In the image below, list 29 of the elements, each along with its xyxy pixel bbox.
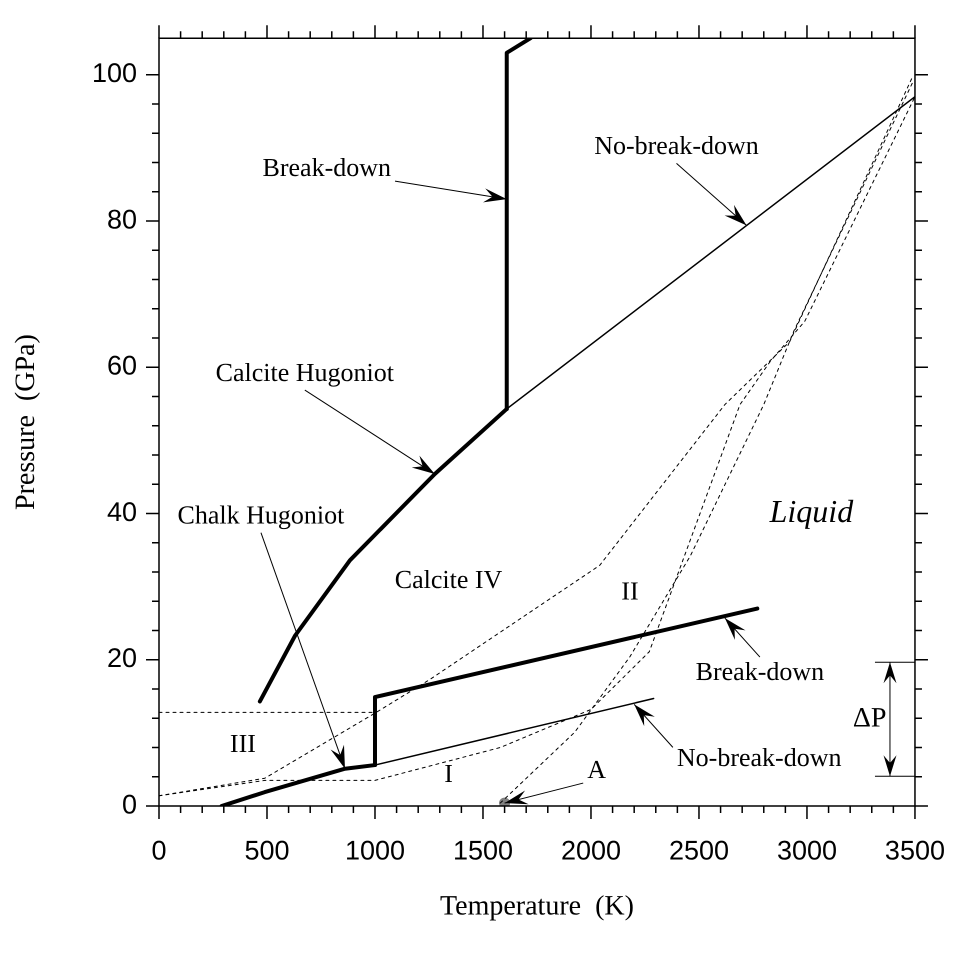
annotation: Chalk Hugoniot xyxy=(178,500,346,530)
annotation: II xyxy=(621,576,639,606)
y-tick-label: 80 xyxy=(106,204,137,234)
annotation: Calcite IV xyxy=(394,564,503,594)
annotation: No-break-down xyxy=(676,743,842,772)
x-tick-label: 3000 xyxy=(776,836,838,866)
x-tick-label: 0 xyxy=(151,836,167,866)
y-tick-label: 60 xyxy=(106,350,137,381)
annotation: III xyxy=(230,729,256,758)
annotation: Calcite Hugoniot xyxy=(216,358,395,387)
annotation: ΔP xyxy=(852,702,886,734)
x-axis-title: Temperature (K) xyxy=(440,890,634,922)
y-tick-label: 0 xyxy=(122,789,137,820)
annotation: A xyxy=(587,754,606,784)
x-tick-label: 1000 xyxy=(344,836,406,866)
x-tick-label: 2500 xyxy=(668,836,730,866)
annotation: Break-down xyxy=(696,656,824,686)
annotation: Liquid xyxy=(768,492,854,529)
y-tick-label: 20 xyxy=(106,643,137,674)
annotation: I xyxy=(444,759,453,788)
x-tick-label: 1500 xyxy=(452,836,514,866)
x-tick-label: 500 xyxy=(244,836,290,866)
y-tick-label: 100 xyxy=(92,58,137,88)
x-tick-label: 3500 xyxy=(884,836,946,866)
x-tick-label: 2000 xyxy=(560,836,622,866)
y-axis-title: Pressure (GPa) xyxy=(10,334,42,510)
annotation: Break-down xyxy=(262,152,392,182)
annotation: No-break-down xyxy=(594,131,759,160)
y-tick-label: 40 xyxy=(106,496,137,527)
